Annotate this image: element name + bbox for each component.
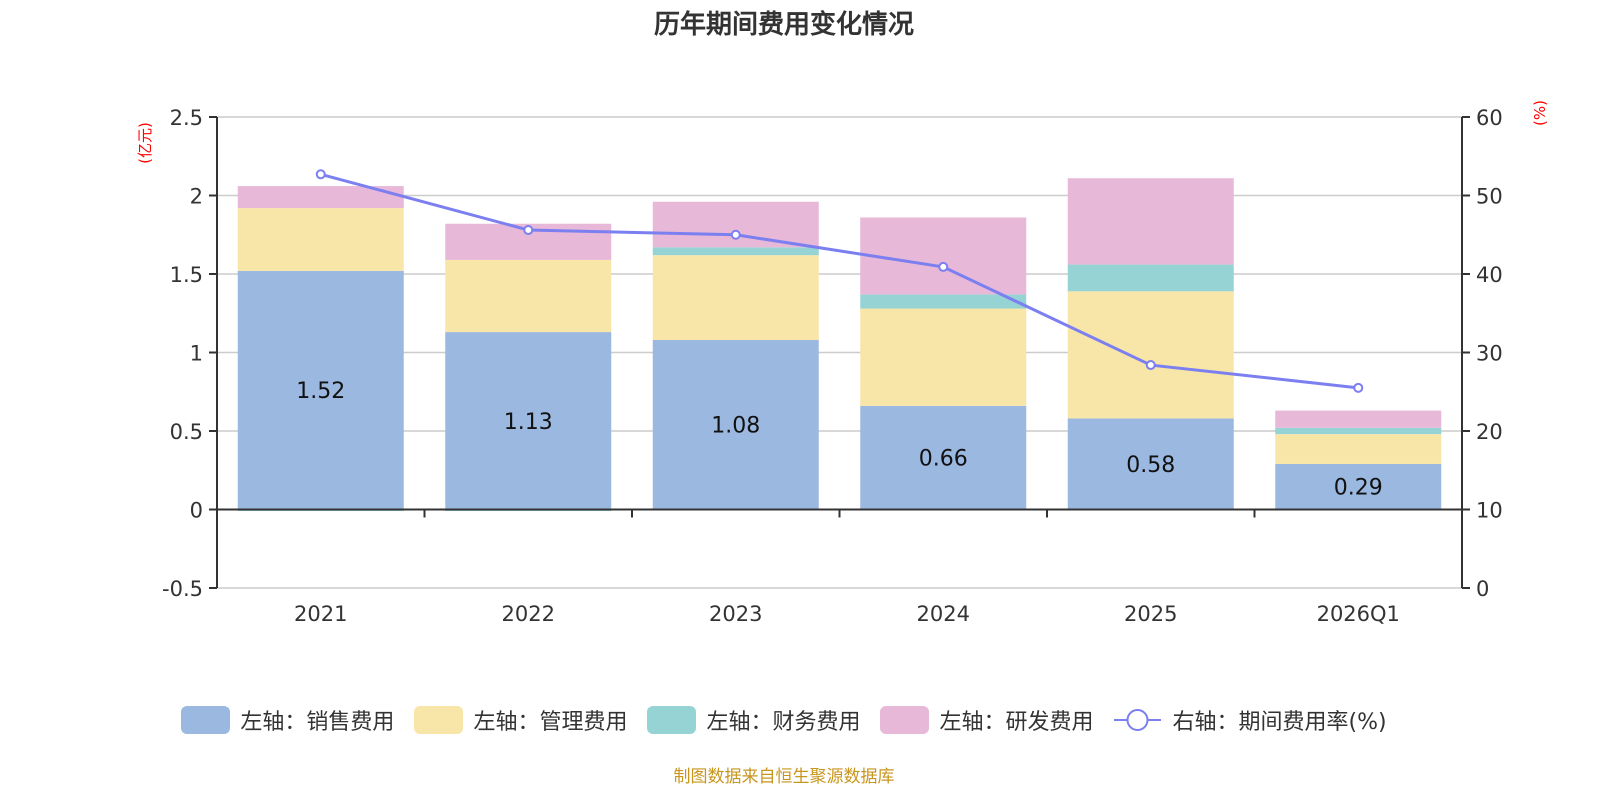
legend-label: 左轴：研发费用 xyxy=(939,710,1094,735)
rate-point xyxy=(730,229,741,240)
source-note: 制图数据来自恒生聚源数据库 xyxy=(673,767,895,787)
bar-segment xyxy=(237,208,404,271)
bar-segment xyxy=(1275,463,1442,510)
legend-swatch xyxy=(880,706,930,734)
right-axis-tick-label: 60 xyxy=(1476,106,1503,130)
bar-value-label: 1.13 xyxy=(504,410,553,435)
legend-swatch xyxy=(181,706,231,734)
rate-line-path xyxy=(320,172,1359,390)
bar-segment xyxy=(652,201,819,248)
legend-item[interactable]: 左轴：管理费用 xyxy=(414,704,627,736)
x-axis-tick-label: 2021 xyxy=(294,602,347,626)
rate-point xyxy=(938,261,949,272)
legend-swatch xyxy=(414,706,464,734)
x-axis-tick-label: 2024 xyxy=(917,602,970,626)
left-axis-tick-label: 1.5 xyxy=(170,263,203,287)
axes xyxy=(209,116,1470,589)
left-axis-tick-label: -0.5 xyxy=(162,577,203,601)
bar-segment xyxy=(1067,291,1234,419)
bar-segment xyxy=(1275,434,1442,464)
left-axis-tick-label: 2.5 xyxy=(170,106,203,130)
bar-segment xyxy=(652,339,819,510)
bar-value-label: 1.52 xyxy=(296,379,345,404)
bar-segment xyxy=(237,186,404,209)
bar-segment xyxy=(1275,410,1442,428)
left-axis-tick-label: 0 xyxy=(190,499,203,523)
right-axis-tick-label: 50 xyxy=(1476,185,1503,209)
right-axis-unit: (%) xyxy=(1531,100,1549,126)
bars xyxy=(237,178,1442,512)
bar-segment xyxy=(860,294,1027,309)
bar-value-label: 0.66 xyxy=(919,447,968,472)
legend-item[interactable]: 左轴：销售费用 xyxy=(181,704,394,736)
x-axis-tick-label: 2026Q1 xyxy=(1317,602,1400,626)
bar-segment xyxy=(1067,418,1234,510)
right-axis-tick-label: 0 xyxy=(1476,577,1489,601)
bar-value-label: 0.58 xyxy=(1126,453,1175,478)
chart-title: 历年期间费用变化情况 xyxy=(653,10,914,40)
chart-plot: -0.500.511.522.501020304050601.5220211.1… xyxy=(136,100,1549,626)
x-axis-tick-label: 2023 xyxy=(709,602,762,626)
right-axis-tick-label: 10 xyxy=(1476,499,1503,523)
legend-line-marker-icon xyxy=(1114,709,1162,731)
x-axis-tick-label: 2022 xyxy=(502,602,555,626)
bar-segment xyxy=(1275,427,1442,435)
bar-segment xyxy=(237,270,404,510)
legend-label: 左轴：财务费用 xyxy=(706,710,861,735)
legend: 左轴：销售费用 左轴：管理费用 左轴：财务费用 左轴：研发费用 右轴：期间费用率(%) xyxy=(0,704,1568,736)
bar-segment xyxy=(860,217,1027,295)
legend-label: 左轴：管理费用 xyxy=(473,710,628,735)
right-axis-tick-label: 40 xyxy=(1476,263,1503,287)
bar-segment xyxy=(860,405,1027,510)
legend-label: 右轴：期间费用率(%) xyxy=(1172,710,1387,735)
right-axis-tick-label: 20 xyxy=(1476,420,1503,444)
legend-swatch xyxy=(647,706,697,734)
right-axis-tick-label: 30 xyxy=(1476,342,1503,366)
bar-value-label: 1.08 xyxy=(711,414,760,439)
labels: -0.500.511.522.501020304050601.5220211.1… xyxy=(136,100,1549,626)
rate-point xyxy=(315,169,326,180)
bar-segment xyxy=(445,332,612,510)
rate-point xyxy=(1145,360,1156,371)
left-axis-tick-label: 2 xyxy=(190,185,203,209)
left-axis-unit: (亿元) xyxy=(136,122,154,164)
legend-item[interactable]: 左轴：研发费用 xyxy=(880,704,1093,736)
legend-item[interactable]: 右轴：期间费用率(%) xyxy=(1113,704,1387,736)
bar-segment xyxy=(652,247,819,256)
bar-segment xyxy=(1067,264,1234,292)
bar-value-label: 0.29 xyxy=(1334,476,1383,501)
bar-segment xyxy=(652,255,819,340)
x-axis-tick-label: 2025 xyxy=(1124,602,1177,626)
left-axis-tick-label: 1 xyxy=(190,342,203,366)
legend-label: 左轴：销售费用 xyxy=(240,710,395,735)
rate-point xyxy=(523,225,534,236)
bar-segment xyxy=(445,259,612,333)
rate-line xyxy=(315,169,1364,393)
rate-point xyxy=(1353,382,1364,393)
legend-item[interactable]: 左轴：财务费用 xyxy=(647,704,860,736)
bar-segment xyxy=(860,308,1027,406)
bar-segment xyxy=(1067,178,1234,265)
left-axis-tick-label: 0.5 xyxy=(170,420,203,444)
